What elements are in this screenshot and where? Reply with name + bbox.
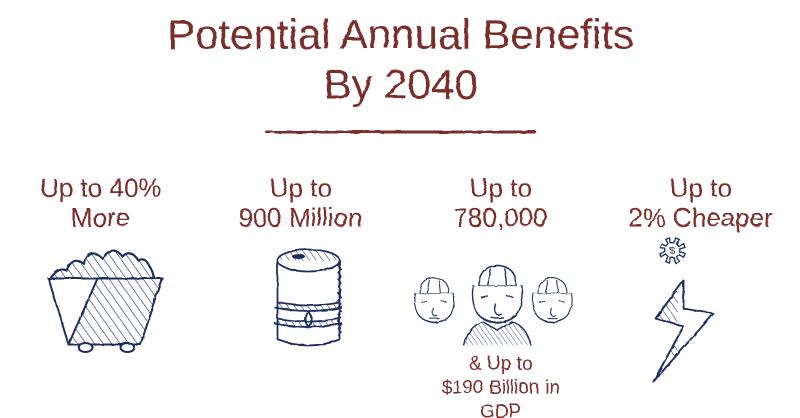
svg-text:$: $	[669, 245, 675, 256]
